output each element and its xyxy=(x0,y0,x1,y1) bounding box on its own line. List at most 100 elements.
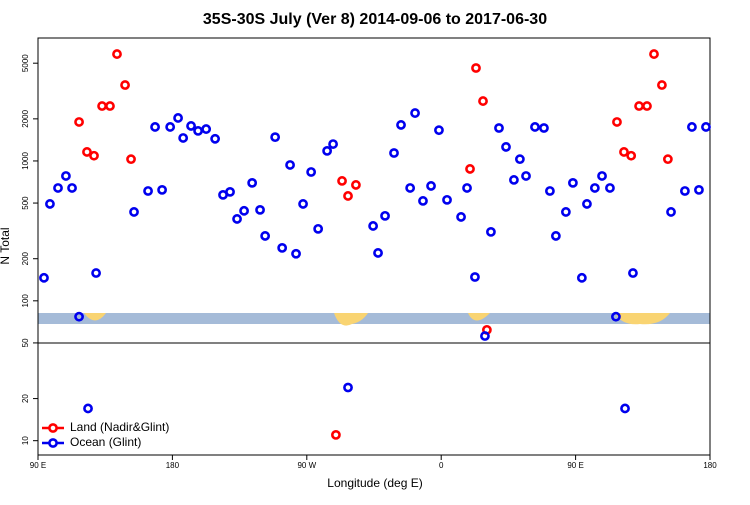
data-point xyxy=(39,272,49,283)
data-point xyxy=(53,183,63,193)
data-point xyxy=(328,139,338,149)
data-point xyxy=(410,108,420,118)
data-point xyxy=(270,132,281,143)
data-point xyxy=(666,207,676,217)
x-tick-label: 0 xyxy=(439,461,444,470)
y-tick-label: 10 xyxy=(21,436,30,445)
data-point xyxy=(560,207,571,217)
data-point xyxy=(343,191,353,201)
data-point xyxy=(582,199,592,209)
data-point xyxy=(247,177,258,188)
data-point xyxy=(260,231,271,241)
data-point xyxy=(530,122,540,132)
data-point xyxy=(343,382,353,393)
data-point xyxy=(239,205,249,216)
data-point xyxy=(232,214,242,224)
y-tick-label: 1000 xyxy=(21,152,30,170)
data-point xyxy=(465,164,475,174)
data-point xyxy=(514,154,525,165)
data-point xyxy=(657,80,667,90)
data-point xyxy=(612,117,622,127)
data-point xyxy=(193,126,203,136)
data-point xyxy=(210,133,221,144)
data-point xyxy=(89,150,99,161)
data-point xyxy=(129,207,139,217)
chart-title: 35S-30S July (Ver 8) 2014-09-06 to 2017-… xyxy=(203,11,547,28)
legend-marker xyxy=(48,438,58,448)
data-point xyxy=(649,49,659,59)
data-point xyxy=(82,147,92,157)
data-point xyxy=(478,96,488,106)
data-point xyxy=(105,101,115,111)
data-point xyxy=(61,171,71,181)
data-point xyxy=(112,49,122,59)
data-point xyxy=(313,223,324,234)
data-point xyxy=(178,133,189,143)
data-point xyxy=(471,63,481,73)
data-point xyxy=(418,196,428,206)
data-point xyxy=(165,122,176,132)
y-tick-label: 200 xyxy=(21,251,30,265)
data-point xyxy=(662,154,673,165)
data-point xyxy=(126,154,136,165)
legend-label: Ocean (Glint) xyxy=(70,435,141,449)
x-tick-label: 180 xyxy=(166,461,180,470)
y-tick-label: 50 xyxy=(21,338,30,347)
data-point xyxy=(619,147,629,157)
data-point xyxy=(680,186,690,196)
data-point xyxy=(426,181,436,191)
data-point xyxy=(74,311,84,322)
data-point xyxy=(83,403,93,414)
data-point xyxy=(611,311,621,322)
y-tick-label: 500 xyxy=(21,196,30,210)
data-point xyxy=(173,113,183,123)
data-point xyxy=(470,272,480,282)
data-point xyxy=(442,194,452,205)
data-point xyxy=(201,124,212,134)
legend-label: Land (Nadir&Glint) xyxy=(70,420,169,434)
data-point xyxy=(120,80,130,90)
data-point xyxy=(368,221,379,231)
data-point xyxy=(568,177,578,188)
legend-marker xyxy=(48,423,58,433)
data-point xyxy=(605,183,615,193)
data-point xyxy=(285,160,295,170)
data-point xyxy=(480,331,490,341)
data-point xyxy=(396,120,406,130)
data-point xyxy=(550,231,561,241)
data-point xyxy=(462,183,472,193)
data-point xyxy=(545,186,555,196)
data-point xyxy=(45,199,55,209)
data-point xyxy=(389,148,399,158)
data-point xyxy=(597,171,607,181)
data-point xyxy=(337,176,347,186)
data-point xyxy=(351,180,361,190)
data-point xyxy=(91,268,101,278)
y-tick-label: 2000 xyxy=(21,109,30,127)
y-tick-label: 5000 xyxy=(21,54,30,72)
map-strip xyxy=(38,313,710,326)
data-point xyxy=(255,204,265,215)
data-point xyxy=(694,184,704,195)
data-point xyxy=(291,248,301,259)
data-point xyxy=(486,226,496,237)
data-point xyxy=(701,122,711,132)
data-point xyxy=(576,272,587,283)
x-tick-label: 90 W xyxy=(297,461,316,470)
data-point xyxy=(157,184,167,195)
data-point xyxy=(456,212,466,222)
y-tick-label: 100 xyxy=(21,294,30,308)
data-point xyxy=(642,101,652,111)
data-point xyxy=(298,199,308,209)
data-point xyxy=(405,183,416,193)
data-point xyxy=(97,101,107,111)
plot-frame xyxy=(37,37,711,456)
data-point xyxy=(539,123,549,133)
data-point xyxy=(143,186,153,196)
data-point xyxy=(626,150,637,161)
x-axis-label: Longitude (deg E) xyxy=(327,476,422,490)
data-point xyxy=(494,123,504,133)
data-point xyxy=(620,403,630,414)
